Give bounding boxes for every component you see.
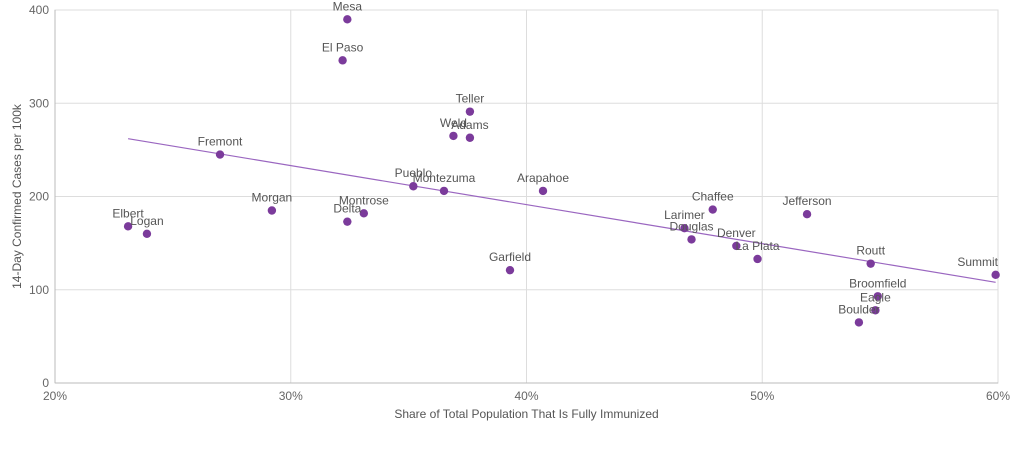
- data-point[interactable]: [505, 265, 515, 275]
- y-axis-title: 14-Day Confirmed Cases per 100k: [10, 103, 24, 289]
- data-point[interactable]: [687, 235, 696, 244]
- x-axis-title: Share of Total Population That Is Fully …: [394, 407, 658, 421]
- y-tick-label: 200: [29, 190, 49, 204]
- data-point[interactable]: [465, 133, 475, 142]
- data-point[interactable]: [215, 150, 225, 159]
- data-point[interactable]: [802, 210, 812, 219]
- point-label: Delta: [333, 202, 361, 216]
- point-label: Jefferson: [782, 194, 831, 208]
- point-label: Garfield: [489, 250, 531, 264]
- x-tick-label: 40%: [514, 389, 538, 403]
- point-label: Broomfield: [849, 276, 906, 290]
- x-tick-label: 50%: [750, 389, 774, 403]
- data-point[interactable]: [866, 259, 875, 268]
- trendline-group: [127, 138, 996, 283]
- point-label: Montrose: [339, 193, 389, 207]
- data-point[interactable]: [873, 292, 882, 301]
- point-label: Arapahoe: [517, 171, 569, 185]
- point-label: Summit: [957, 255, 998, 269]
- data-point[interactable]: [753, 254, 762, 264]
- data-point[interactable]: [439, 186, 449, 196]
- data-point[interactable]: [708, 205, 717, 214]
- point-label: Fremont: [198, 135, 243, 149]
- data-point[interactable]: [267, 206, 277, 215]
- point-label: Douglas: [670, 219, 714, 233]
- y-tick-label: 400: [29, 3, 49, 17]
- y-tick-label: 300: [29, 96, 49, 110]
- data-point[interactable]: [991, 270, 1000, 280]
- point-label: La Plata: [736, 239, 780, 253]
- y-tick-label: 0: [42, 376, 49, 390]
- point-label: Teller: [456, 92, 485, 106]
- data-point[interactable]: [343, 217, 352, 226]
- point-label: Denver: [717, 226, 756, 240]
- data-point[interactable]: [343, 15, 352, 24]
- point-label: Morgan: [252, 190, 293, 204]
- data-point[interactable]: [680, 224, 689, 233]
- y-tick-label: 100: [29, 283, 49, 297]
- trendline: [127, 138, 996, 283]
- point-label: Routt: [856, 244, 885, 258]
- point-label: Mesa: [333, 0, 363, 13]
- data-point[interactable]: [449, 131, 458, 141]
- data-point[interactable]: [538, 186, 548, 196]
- point-label: Eagle: [860, 290, 891, 304]
- point-label: Logan: [130, 214, 163, 228]
- data-point[interactable]: [142, 229, 152, 238]
- x-tick-label: 20%: [43, 389, 67, 403]
- point-label: Larimer: [664, 208, 705, 222]
- point-label: Chaffee: [692, 190, 734, 204]
- data-point[interactable]: [123, 222, 133, 231]
- grid: [54, 9, 999, 384]
- point-label: Adams: [451, 118, 488, 132]
- point-label: Boulder: [838, 302, 879, 316]
- point-label: Pueblo: [395, 166, 433, 180]
- point-label: Elbert: [112, 206, 144, 220]
- data-point[interactable]: [732, 241, 741, 251]
- data-point[interactable]: [871, 306, 880, 315]
- data-point[interactable]: [854, 318, 864, 327]
- data-point[interactable]: [465, 107, 475, 116]
- x-tick-label: 60%: [986, 389, 1010, 403]
- axes: 20% 30% 40% 50% 60% 0 100 200 300 400: [29, 3, 1010, 403]
- data-point[interactable]: [359, 209, 369, 218]
- point-label: El Paso: [322, 40, 364, 54]
- x-tick-label: 30%: [279, 389, 303, 403]
- point-label: Montezuma: [413, 171, 476, 185]
- point-label: Weld: [440, 116, 467, 130]
- data-point[interactable]: [409, 182, 418, 191]
- points-group: [123, 15, 1000, 327]
- data-point[interactable]: [338, 56, 347, 65]
